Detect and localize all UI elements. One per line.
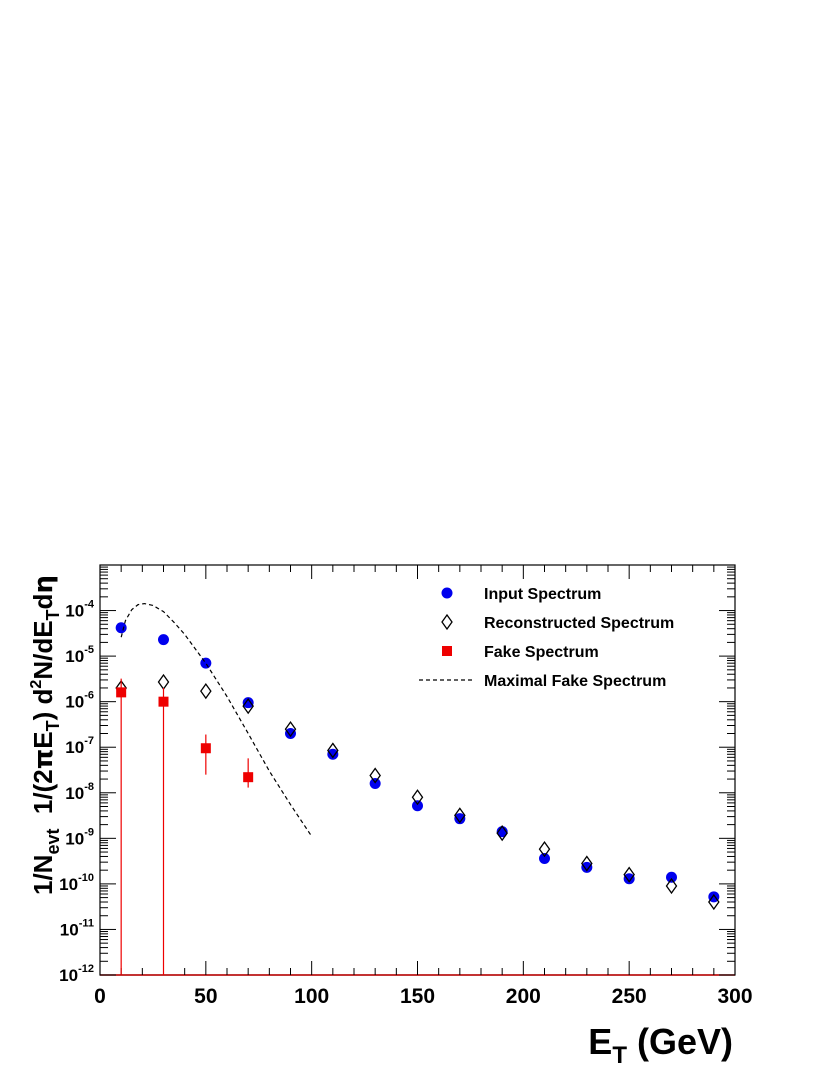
x-tick-label: 250 — [612, 985, 647, 1008]
input-spectrum-point — [327, 748, 339, 760]
y-tick-label: 10-8 — [65, 781, 94, 803]
legend-fake-marker — [442, 646, 452, 656]
x-tick-label: 300 — [717, 985, 752, 1008]
fake-spectrum-point — [116, 687, 127, 698]
input-spectrum-point — [581, 861, 593, 873]
legend-label: Reconstructed Spectrum — [484, 615, 674, 632]
input-spectrum-point — [412, 800, 423, 812]
data-points — [115, 602, 720, 975]
reconstructed-spectrum-point — [581, 855, 593, 872]
input-spectrum-point — [158, 634, 169, 646]
x-tick-label: 150 — [400, 985, 435, 1008]
x-tick-label: 0 — [94, 985, 106, 1008]
reconstructed-spectrum-point — [538, 840, 551, 858]
y-tick-label: 10-4 — [65, 599, 95, 621]
input-spectrum-point — [539, 853, 550, 865]
reconstructed-spectrum-point — [496, 825, 508, 842]
legend-label: Fake Spectrum — [484, 644, 599, 661]
fake-spectrum-point — [200, 743, 211, 754]
y-tick-label: 10-6 — [65, 690, 94, 712]
fake-spectrum-point — [243, 772, 254, 783]
input-spectrum-point — [454, 813, 466, 825]
y-tick-label: 10-12 — [59, 963, 94, 985]
reconstructed-spectrum-point — [708, 893, 720, 911]
y-tick-label: 10-5 — [65, 644, 94, 666]
input-spectrum-point — [200, 657, 212, 669]
legend-input-marker — [441, 587, 453, 599]
reconstructed-spectrum-point — [411, 789, 424, 806]
reconstructed-spectrum-point — [157, 673, 170, 691]
legend-label: Maximal Fake Spectrum — [484, 673, 666, 690]
input-spectrum-point — [666, 871, 677, 883]
input-spectrum-point — [623, 873, 635, 885]
legend-reconstructed-marker — [441, 613, 453, 631]
reconstructed-spectrum-point — [369, 767, 381, 784]
y-axis-title: 1/Nevt 1/(2πET) d2N/dETdη — [28, 575, 63, 895]
x-tick-label: 100 — [294, 985, 329, 1008]
y-tick-label: 10-9 — [65, 826, 94, 848]
legend: Input Spectrum Reconstructed Spectrum Fake… — [419, 586, 674, 690]
input-spectrum-point — [285, 728, 296, 740]
reconstructed-spectrum-point — [242, 697, 254, 715]
reconstructed-spectrum-point — [454, 807, 466, 824]
reconstructed-spectrum-point — [200, 683, 212, 700]
reconstructed-spectrum-point — [327, 742, 339, 759]
y-tick-label: 10-7 — [65, 735, 94, 757]
input-spectrum-point — [115, 622, 127, 634]
fake-spectrum-point — [158, 696, 169, 707]
maximal-fake-spectrum-curve — [120, 602, 313, 837]
y-tick-label: 10-11 — [60, 917, 94, 939]
reconstructed-spectrum-point — [623, 866, 635, 883]
reconstructed-spectrum-point — [665, 877, 678, 895]
legend-label: Input Spectrum — [484, 586, 601, 603]
x-tick-label: 200 — [506, 985, 541, 1008]
axes: 0 50 100 150 200 250 300 10-12 10-11 10-10 10-9 10-… — [59, 564, 753, 1008]
x-tick-label: 50 — [194, 985, 217, 1008]
reconstructed-spectrum-point — [284, 720, 297, 738]
x-axis-title: ET (GeV) — [588, 1021, 733, 1069]
y-tick-label: 10-10 — [59, 872, 94, 894]
input-spectrum-point — [242, 697, 254, 709]
